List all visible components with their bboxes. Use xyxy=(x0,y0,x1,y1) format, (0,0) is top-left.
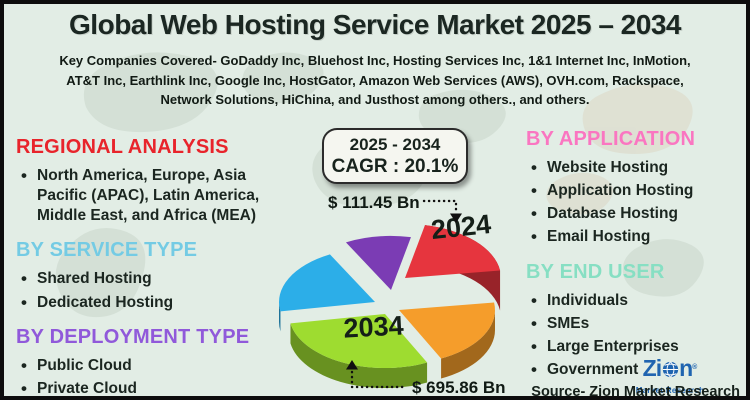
pie-slice xyxy=(345,236,411,290)
dotted-connector-2034 xyxy=(350,370,408,389)
list-item: Database Hosting xyxy=(526,203,746,225)
list-item: North America, Europe, Asia Pacific (APA… xyxy=(16,165,290,226)
page-title: Global Web Hosting Service Market 2025 –… xyxy=(69,9,681,40)
logo-text-right: n xyxy=(679,355,693,381)
arrow-down-icon xyxy=(450,213,462,223)
end-user-heading: BY END USER xyxy=(526,260,665,283)
market-value-2034: $ 695.86 Bn xyxy=(412,378,506,397)
pie-slice xyxy=(279,302,281,332)
list-item: Large Enterprises xyxy=(526,336,746,358)
pie-slices-group: 2024 2034 xyxy=(279,209,501,388)
pie-slice xyxy=(279,254,375,312)
pie-slice xyxy=(290,323,428,388)
annotation-2024: $ 111.45 Bn xyxy=(328,193,462,223)
logo-text-left: Zi xyxy=(642,355,662,381)
pie-chart: 2024 2034 $ 111.45 Bn $ 695.86 Bn xyxy=(279,193,506,397)
list-item: SMEs xyxy=(526,313,746,335)
list-item: Email Hosting xyxy=(526,226,746,248)
pie-slice xyxy=(405,225,501,278)
market-value-2024: $ 111.45 Bn xyxy=(328,193,420,212)
cagr-value: CAGR : 20.1% xyxy=(331,155,459,177)
pie-slice xyxy=(290,314,428,368)
list-item: Public Cloud xyxy=(16,355,290,377)
logo-tagline: Market Research xyxy=(636,386,705,396)
right-column: BY APPLICATION Website HostingApplicatio… xyxy=(526,128,746,383)
regional-analysis-heading: REGIONAL ANALYSIS xyxy=(16,136,229,158)
application-heading: BY APPLICATION xyxy=(526,128,696,150)
service-type-heading: BY SERVICE TYPE xyxy=(16,239,198,262)
pie-slice-label: 2024 xyxy=(430,209,493,245)
left-column: REGIONAL ANALYSIS North America, Europe,… xyxy=(16,136,290,396)
cagr-box: 2025 - 2034 CAGR : 20.1% xyxy=(322,128,468,184)
source-credit: Source- Zion Market Research xyxy=(531,384,740,400)
arrow-up-icon xyxy=(346,360,358,370)
zion-logo-wordmark: Zi n ® xyxy=(630,357,710,380)
pie-slice xyxy=(441,310,495,379)
application-list: Website HostingApplication HostingDataba… xyxy=(526,157,746,249)
list-item: Website Hosting xyxy=(526,157,746,179)
service-type-list: Shared HostingDedicated Hosting xyxy=(16,268,290,314)
pie-slice-label: 2034 xyxy=(343,310,405,343)
list-item: Private Cloud xyxy=(16,378,290,396)
cagr-period: 2025 - 2034 xyxy=(349,134,441,154)
registered-mark: ® xyxy=(692,364,698,371)
globe-icon xyxy=(662,361,679,378)
list-item: Dedicated Hosting xyxy=(16,292,290,314)
list-item: Individuals xyxy=(526,290,746,312)
list-item: Application Hosting xyxy=(526,180,746,202)
key-companies-text: Key Companies Covered- GoDaddy Inc, Blue… xyxy=(59,53,691,107)
end-user-list: IndividualsSMEsLarge EnterprisesGovernme… xyxy=(526,290,746,382)
pie-slice xyxy=(399,302,495,359)
zion-logo: Zi n ® Market Research xyxy=(630,357,710,396)
list-item: Government xyxy=(526,359,746,381)
list-item: Shared Hosting xyxy=(16,268,290,290)
deployment-type-heading: BY DEPLOYMENT TYPE xyxy=(16,325,250,348)
regional-analysis-list: North America, Europe, Asia Pacific (APA… xyxy=(16,165,290,226)
deployment-type-list: Public CloudPrivate CloudHybrid Cloud xyxy=(16,355,290,396)
annotation-2034: $ 695.86 Bn xyxy=(346,360,506,397)
dotted-connector-2024 xyxy=(422,199,458,216)
